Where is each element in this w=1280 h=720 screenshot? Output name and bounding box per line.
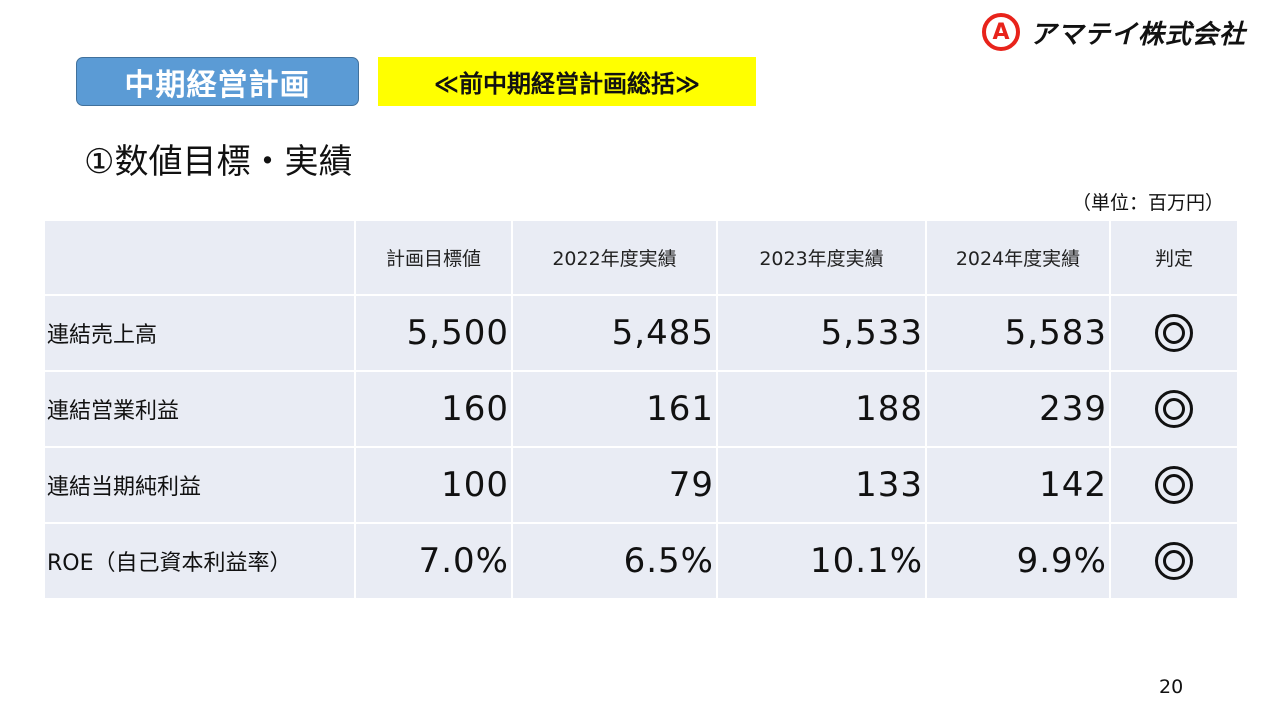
column-header-blank [43, 219, 356, 296]
row-label: ROE（自己資本利益率） [43, 522, 356, 600]
column-header-2024: 2024年度実績 [925, 219, 1111, 296]
target-value: 100 [354, 446, 513, 524]
page-number: 20 [1159, 676, 1184, 698]
actual-2024-value: 5,583 [925, 294, 1111, 372]
double-circle-icon [1155, 542, 1193, 580]
target-value: 7.0% [354, 522, 513, 600]
actual-2023-value: 133 [716, 446, 927, 524]
row-label: 連結売上高 [43, 294, 356, 372]
actual-2023-value: 188 [716, 370, 927, 448]
actual-2023-value: 5,533 [716, 294, 927, 372]
actual-2024-value: 9.9% [925, 522, 1111, 600]
actual-2022-value: 79 [511, 446, 718, 524]
company-logo: A アマテイ株式会社 [982, 12, 1246, 52]
row-label: 連結当期純利益 [43, 446, 356, 524]
double-circle-icon [1155, 314, 1193, 352]
table-header-row: 計画目標値 2022年度実績 2023年度実績 2024年度実績 判定 [43, 219, 1239, 296]
results-table: 計画目標値 2022年度実績 2023年度実績 2024年度実績 判定 連結売上… [43, 219, 1239, 600]
target-value: 5,500 [354, 294, 513, 372]
logo-mark-icon: A [982, 13, 1020, 51]
judgement-cell [1109, 446, 1239, 524]
table-row: 連結当期純利益 100 79 133 142 [43, 446, 1239, 524]
actual-2022-value: 5,485 [511, 294, 718, 372]
table-row: 連結売上高 5,500 5,485 5,533 5,583 [43, 294, 1239, 372]
column-header-target: 計画目標値 [354, 219, 513, 296]
page-subtitle: ①数値目標・実績 [84, 142, 353, 182]
highlight-tag: ≪前中期経営計画総括≫ [378, 57, 756, 106]
judgement-cell [1109, 294, 1239, 372]
row-label: 連結営業利益 [43, 370, 356, 448]
unit-note: （単位：百万円） [1071, 192, 1224, 214]
actual-2022-value: 6.5% [511, 522, 718, 600]
table-row: 連結営業利益 160 161 188 239 [43, 370, 1239, 448]
actual-2024-value: 142 [925, 446, 1111, 524]
double-circle-icon [1155, 390, 1193, 428]
column-header-2022: 2022年度実績 [511, 219, 718, 296]
judgement-cell [1109, 522, 1239, 600]
actual-2024-value: 239 [925, 370, 1111, 448]
actual-2023-value: 10.1% [716, 522, 927, 600]
company-name: アマテイ株式会社 [1030, 19, 1247, 50]
judgement-cell [1109, 370, 1239, 448]
actual-2022-value: 161 [511, 370, 718, 448]
column-header-judgement: 判定 [1109, 219, 1239, 296]
double-circle-icon [1155, 466, 1193, 504]
target-value: 160 [354, 370, 513, 448]
table-row: ROE（自己資本利益率） 7.0% 6.5% 10.1% 9.9% [43, 522, 1239, 600]
column-header-2023: 2023年度実績 [716, 219, 927, 296]
section-tag: 中期経営計画 [76, 57, 359, 106]
